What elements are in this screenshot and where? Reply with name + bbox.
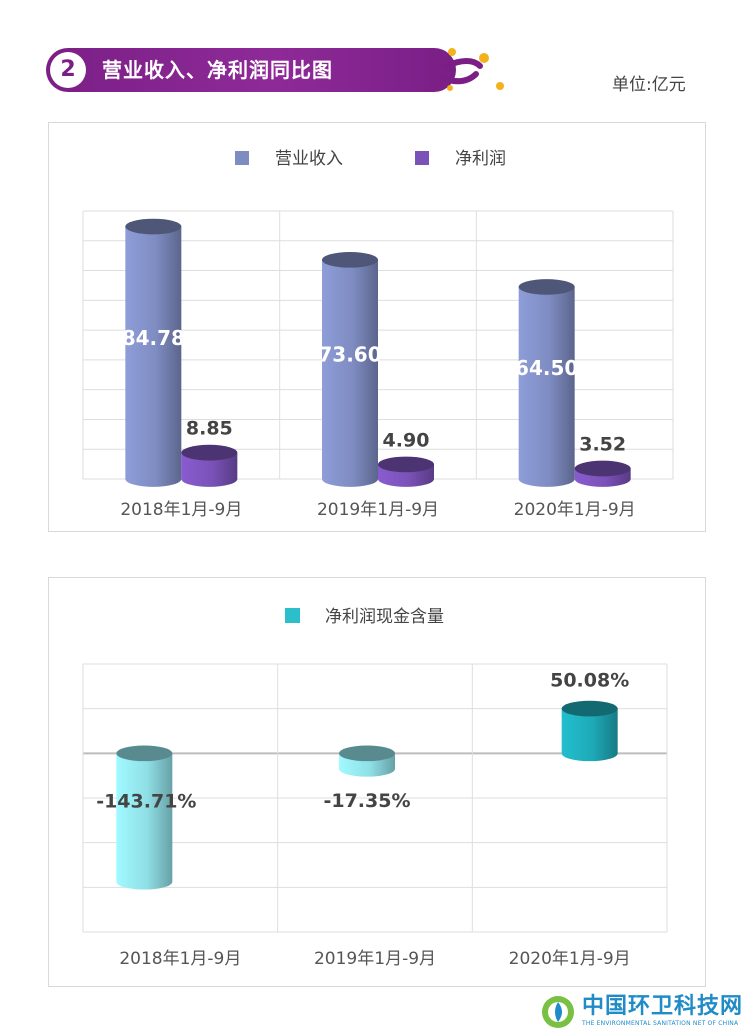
cash-data-label-2: 50.08% (550, 670, 629, 692)
cash-content-chart-svg: 净利润现金含量 -143.71% 2018年1月-9月 -17.35% 2019年1月-… (82, 607, 668, 969)
cash-bar-1-top (339, 745, 395, 762)
data-label-0-1: 73.60 (318, 342, 381, 366)
category-label-2: 2020年1月-9月 (514, 500, 636, 520)
page-title: 营业收入、净利润同比图 (102, 58, 333, 82)
bar-0-1 (322, 251, 378, 487)
data-label-1-0: 8.85 (186, 418, 233, 440)
watermark-logo-icon (542, 996, 574, 1028)
cash-bar-2 (561, 700, 618, 762)
watermark-subtext: THE ENVIRONMENTAL SANITATION NET OF CHIN… (582, 1020, 739, 1027)
cash-content-chart: 净利润现金含量 -143.71% 2018年1月-9月 -17.35% 2019年1月-… (48, 577, 706, 987)
cash-bar-0-top (116, 745, 173, 762)
data-label-0-2: 64.50 (515, 356, 578, 380)
bar-0-0-body (125, 226, 182, 487)
bar-1-0 (181, 444, 238, 487)
cash-category-label-0: 2018年1月-9月 (119, 949, 241, 969)
decorative-dots-icon (440, 48, 504, 91)
data-label-0-0: 84.78 (122, 326, 185, 350)
bar-1-0-top (181, 444, 238, 461)
legend-label-0: 营业收入 (275, 149, 343, 169)
data-label-1-2: 3.52 (579, 434, 626, 456)
legend-swatch-0 (235, 151, 249, 165)
cash-data-label-1: -17.35% (323, 790, 410, 812)
unit-label: 单位:亿元 (612, 75, 686, 95)
category-label-0: 2018年1月-9月 (120, 500, 242, 520)
bar-0-0 (125, 218, 182, 487)
title-bar (46, 48, 456, 92)
bar-0-2-body (518, 286, 575, 487)
cash-bar-2-body (561, 708, 618, 762)
legend-swatch (285, 608, 300, 623)
bar-1-1 (378, 456, 434, 487)
cash-category-label-1: 2019年1月-9月 (314, 949, 436, 969)
watermark-text: 中国环卫科技网 (582, 994, 744, 1019)
cash-bar-1 (339, 745, 395, 777)
cash-category-label-2: 2020年1月-9月 (509, 949, 631, 969)
bar-1-2 (574, 460, 631, 487)
legend-label: 净利润现金含量 (325, 607, 444, 627)
cash-bar-0 (116, 745, 173, 890)
cash-bar-0-body (116, 753, 173, 890)
legend-label-1: 净利润 (455, 149, 506, 169)
bar-0-2-top (518, 279, 575, 295)
bar-0-1-top (322, 251, 378, 268)
bar-0-0-top (125, 218, 182, 235)
bar-0-1-body (322, 259, 378, 487)
header: 2 营业收入、净利润同比图 单位:亿元 (0, 0, 750, 110)
category-label-1: 2019年1月-9月 (317, 500, 439, 520)
revenue-profit-chart-svg: 营业收入 净利润 84.78 8.85 2018年1月-9月 73.60 4.90 2019年… (82, 149, 674, 520)
bar-0-2 (518, 279, 575, 487)
bar-1-1-top (378, 456, 434, 473)
revenue-profit-chart: 营业收入 净利润 84.78 8.85 2018年1月-9月 73.60 4.90 2019年… (48, 122, 706, 532)
legend-swatch-1 (415, 151, 429, 165)
cash-data-label-0: -143.71% (96, 791, 196, 813)
cash-bar-2-top (561, 700, 618, 717)
section-number-badge: 2 (50, 52, 86, 88)
bar-1-2-top (574, 460, 631, 477)
bar-1-0-body (181, 452, 238, 487)
data-label-1-1: 4.90 (383, 429, 430, 451)
